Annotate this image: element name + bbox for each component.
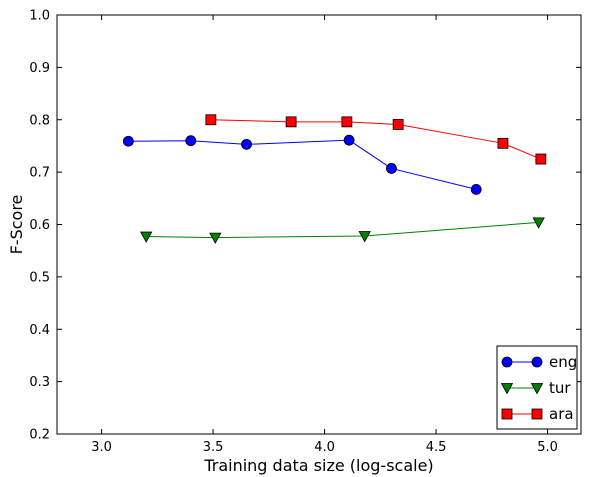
y-axis-label: F-Score [7,195,26,255]
y-tick-label: 1.0 [29,9,50,24]
legend-marker [501,356,513,368]
data-point-ara [497,137,509,149]
y-tick-label: 0.2 [29,428,50,443]
legend-label: eng [549,353,577,371]
y-tick-label: 0.9 [29,61,50,76]
data-point-ara [205,114,217,126]
series-eng [122,134,482,195]
data-point-ara [392,119,404,130]
y-tick-label: 0.5 [29,270,50,285]
y-tick-label: 0.3 [29,375,50,390]
y-tick-label: 0.6 [29,218,50,233]
x-tick-label: 5.0 [537,440,558,455]
legend-marker [531,408,543,420]
legend-marker [501,408,513,420]
data-point-eng [386,163,397,174]
legend: eng tur ara [496,345,578,430]
data-point-tur [140,231,153,243]
legend-label: ara [549,405,574,423]
data-point-eng [470,184,482,195]
series-line-eng [128,139,477,190]
data-point-tur [358,231,371,243]
series-ara [205,114,547,165]
data-point-tur [532,217,545,229]
legend-item-ara: ara [501,405,574,423]
series-line-tur [146,221,539,239]
series-layer [122,114,547,244]
x-axis-label: Training data size (log-scale) [203,456,433,475]
y-tick-label: 0.4 [29,323,50,338]
data-point-ara [285,116,297,128]
data-point-eng [122,135,134,147]
legend-label: tur [549,379,571,397]
axis-ticks: 3.0 3.5 4.0 4.5 5.0 0.2 0.3 0.4 0.5 0.6 0.7 0.8 0.9 1… [29,9,581,455]
legend-item-eng: eng [501,353,577,371]
x-tick-label: 4.0 [314,440,335,455]
legend-marker [500,383,514,395]
plot-area [56,14,582,435]
data-point-eng [343,134,355,146]
data-point-ara [341,116,353,128]
data-point-ara [535,153,547,165]
y-tick-label: 0.8 [29,113,50,128]
plot-frame [56,14,582,435]
data-point-tur [209,232,222,244]
series-line-ara [210,119,542,160]
x-tick-label: 3.5 [203,440,224,455]
x-tick-label: 3.0 [91,440,112,455]
series-tur [140,217,545,244]
data-point-eng [185,135,197,147]
legend-marker [531,356,543,368]
x-tick-label: 4.5 [426,440,447,455]
legend-marker [530,383,544,395]
data-point-eng [241,138,252,150]
legend-item-tur: tur [500,379,571,397]
y-tick-label: 0.7 [29,166,50,181]
